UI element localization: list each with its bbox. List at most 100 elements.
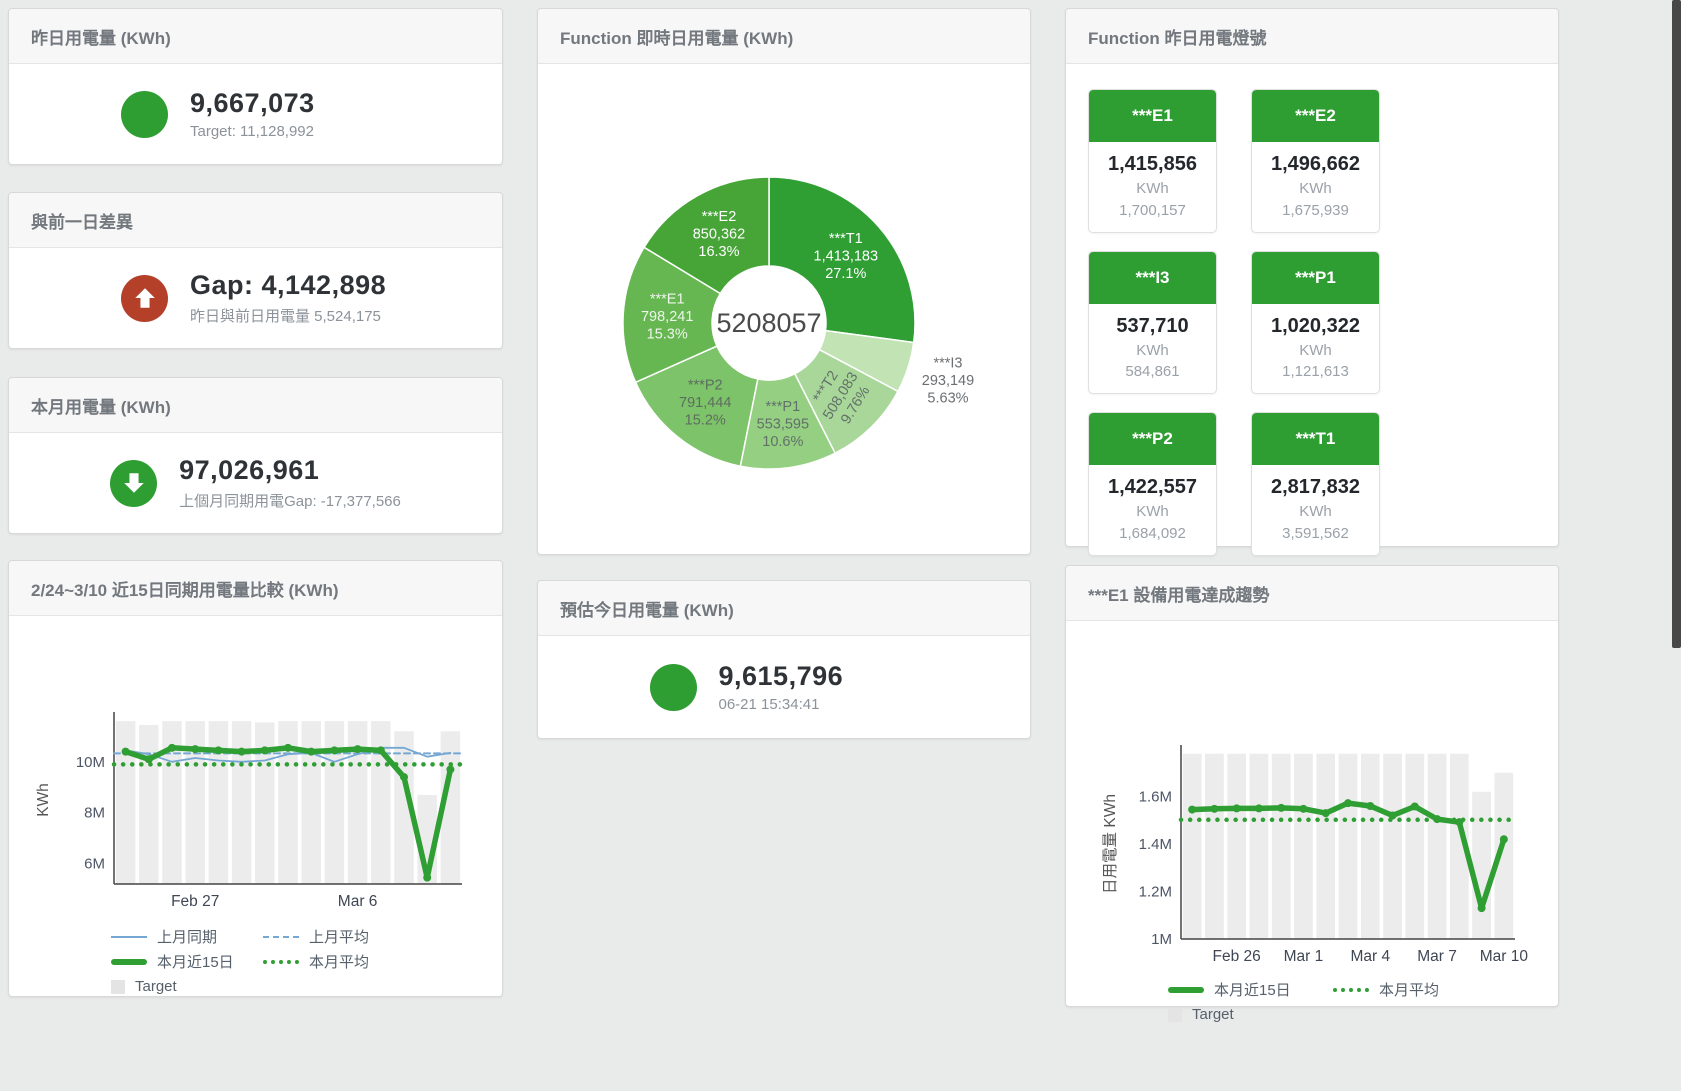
light-tile-e1[interactable]: ***E1 1,415,856 KWh 1,700,157 — [1088, 89, 1217, 233]
legend-swatch-box-icon — [1168, 1007, 1182, 1022]
series-marker — [1299, 804, 1308, 813]
series-marker — [260, 746, 269, 755]
target-bar — [1360, 753, 1380, 939]
legend-swatch-line-icon — [111, 935, 147, 938]
light-tile-value: 2,817,832 — [1271, 476, 1360, 498]
legend-swatch-thick-icon — [111, 958, 147, 965]
scrollbar-thumb[interactable] — [1672, 0, 1681, 648]
pie-slice-label: ***E1 798,241 15.3% — [641, 292, 693, 343]
compare-line-chart[interactable]: 6M 8M 10M Feb 27 Mar 6 KWh — [19, 711, 482, 916]
light-tile-i3[interactable]: ***I3 537,710 KWh 584,861 — [1088, 250, 1217, 394]
target-bar — [371, 721, 391, 884]
light-tile-label: ***P1 — [1252, 251, 1379, 304]
legend-swatch-dotted-icon — [263, 959, 299, 964]
target-bar — [301, 721, 321, 884]
card-day-gap: 與前一日差異 Gap: 4,142,898 昨日與前日用電量 5,524,175 — [8, 192, 503, 349]
card-e1-trend-chart: ***E1 設備用電達成趨勢 1M 1.2M 1.4M 1.6M Feb 26 Mar 1… — [1065, 565, 1559, 1023]
legend-label: 本月平均 — [309, 954, 370, 971]
series-marker — [1344, 799, 1352, 808]
x-tick-label: Feb 26 — [1213, 948, 1261, 965]
card-title-trend: ***E1 設備用電達成趨勢 — [1066, 566, 1558, 621]
series-marker — [1388, 811, 1397, 820]
arrow-up-circle-icon — [121, 274, 168, 322]
light-tile-unit: KWh — [1299, 180, 1332, 197]
y-tick-label: 6M — [84, 856, 105, 873]
y-axis-label: KWh — [35, 783, 52, 817]
series-marker — [1366, 802, 1375, 810]
series-marker — [353, 745, 362, 754]
legend-item-box[interactable]: Target — [1168, 1003, 1333, 1026]
target-bar — [1449, 753, 1469, 939]
card-function-lights: Function 昨日用電燈號 ***E1 1,415,856 KWh 1,700,1… — [1065, 8, 1559, 717]
legend-label: 本月平均 — [1379, 982, 1440, 999]
light-tile-e2[interactable]: ***E2 1,496,662 KWh 1,675,939 — [1251, 89, 1380, 233]
pie-slice-e2[interactable] — [643, 176, 770, 295]
target-bar — [1405, 753, 1425, 939]
card-title-donut: Function 即時日用電量 (KWh) — [538, 9, 1030, 64]
series-marker — [307, 747, 316, 756]
series-marker — [1321, 809, 1330, 818]
pie-slice-label: ***P1 553,595 10.6% — [757, 399, 809, 450]
legend-item-dotted[interactable]: 本月平均 — [263, 950, 433, 973]
light-tile-p1[interactable]: ***P1 1,020,322 KWh 1,121,613 — [1251, 250, 1380, 394]
light-tile-value: 1,422,557 — [1108, 476, 1197, 498]
target-bar — [1472, 791, 1491, 939]
donut-center-total: 5208057 — [716, 308, 821, 338]
pie-slice-p2[interactable] — [634, 345, 759, 468]
light-tile-unit: KWh — [1136, 503, 1169, 520]
pie-slice-label: ***T1 1,413,183 27.1% — [814, 231, 879, 282]
target-bar — [1338, 753, 1358, 939]
y-tick-label: 1M — [1151, 931, 1172, 948]
legend-item-dashed[interactable]: 上月平均 — [263, 925, 433, 948]
legend-swatch-dashed-icon — [263, 935, 299, 938]
light-tile-label: ***E1 — [1089, 90, 1216, 142]
legend-item-thick[interactable]: 本月近15日 — [111, 950, 263, 973]
legend-item-dotted[interactable]: 本月平均 — [1333, 978, 1503, 1001]
x-tick-label: Mar 7 — [1417, 948, 1457, 965]
series-marker — [423, 873, 432, 882]
card-title-estimate: 預估今日用電量 (KWh) — [538, 581, 1030, 636]
legend-item-thick[interactable]: 本月近15日 — [1168, 978, 1333, 1001]
target-bar — [440, 731, 461, 884]
day-gap-subtitle: 昨日與前日用電量 5,524,175 — [190, 307, 381, 325]
series-marker — [1410, 802, 1419, 811]
light-tile-label: ***E2 — [1252, 90, 1379, 142]
pie-slice-label: ***E2 850,362 16.3% — [693, 209, 745, 260]
legend-label: 本月近15日 — [157, 954, 234, 971]
card-title-month: 本月用電量 (KWh) — [9, 378, 502, 433]
pie-slice-label: ***T2508,0839.76% — [805, 360, 876, 431]
e1-trend-line-chart[interactable]: 1M 1.2M 1.4M 1.6M Feb 26 Mar 1 Mar 4 Mar 7 Mar 1… — [1076, 741, 1538, 969]
pie-slice-label: ***P2 791,444 15.2% — [679, 378, 731, 429]
series-marker — [214, 746, 223, 755]
light-tile-p2[interactable]: ***P2 1,422,557 KWh 1,684,092 — [1088, 412, 1217, 556]
target-bar — [231, 721, 252, 884]
target-bar — [1227, 753, 1247, 939]
legend-label: 上月同期 — [157, 929, 218, 946]
legend-item-line[interactable]: 上月同期 — [111, 925, 263, 948]
target-bar — [1294, 753, 1313, 939]
pie-slice-e1[interactable] — [622, 246, 722, 384]
donut-chart[interactable]: ***T1 1,413,183 27.1% ***I3 293,149 5.63% ***T… — [538, 64, 1028, 552]
day-gap-value: Gap: 4,142,898 — [190, 270, 387, 301]
pie-slice-t1[interactable] — [768, 176, 916, 344]
trend-chart-legend: 本月近15日 本月平均 Target — [1168, 978, 1558, 1026]
lights-grid: ***E1 1,415,856 KWh 1,700,157 ***E2 1,496,662… — [1066, 64, 1558, 742]
series-marker — [330, 746, 339, 755]
yesterday-usage-target: Target: 11,128,992 — [190, 122, 314, 140]
y-axis-label: 日用電量 KWh — [1102, 794, 1119, 894]
card-today-estimate: 預估今日用電量 (KWh) 9,615,796 06-21 15:34:41 — [537, 580, 1031, 739]
series-marker — [284, 743, 292, 752]
light-tile-t1[interactable]: ***T1 2,817,832 KWh 3,591,562 — [1251, 412, 1380, 556]
x-tick-label: Mar 6 — [338, 893, 378, 910]
light-tile-target: 1,675,939 — [1282, 201, 1349, 219]
target-bar — [1316, 753, 1336, 939]
target-bar — [1182, 753, 1202, 939]
target-bar — [115, 721, 136, 884]
series-marker — [1210, 804, 1219, 813]
arrow-up-icon — [134, 288, 155, 308]
target-bar — [1494, 772, 1514, 939]
target-bar — [278, 721, 298, 884]
legend-item-box[interactable]: Target — [111, 975, 263, 998]
estimate-value: 9,615,796 — [718, 661, 844, 692]
light-tile-unit: KWh — [1136, 341, 1169, 359]
